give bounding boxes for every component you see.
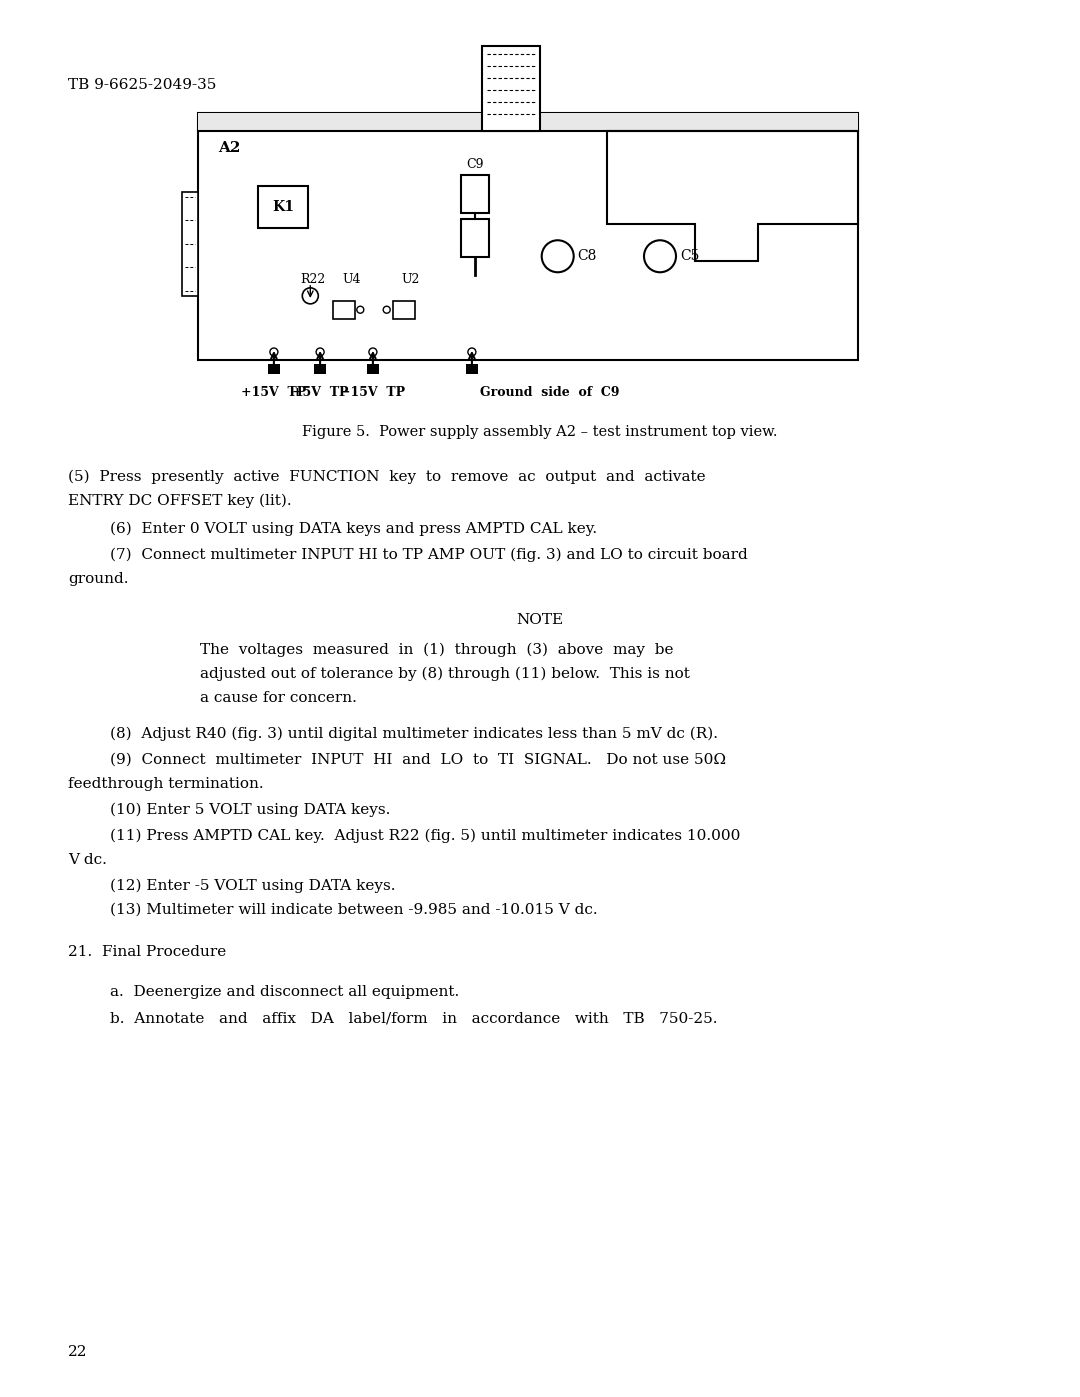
Text: The  voltages  measured  in  (1)  through  (3)  above  may  be: The voltages measured in (1) through (3)… bbox=[200, 643, 674, 658]
Text: C5: C5 bbox=[680, 249, 700, 263]
Circle shape bbox=[468, 348, 476, 356]
Circle shape bbox=[369, 348, 377, 356]
Text: ground.: ground. bbox=[68, 571, 129, 585]
Text: feedthrough termination.: feedthrough termination. bbox=[68, 777, 264, 791]
Circle shape bbox=[302, 288, 319, 303]
Text: V dc.: V dc. bbox=[68, 854, 107, 868]
Text: ENTRY DC OFFSET key (lit).: ENTRY DC OFFSET key (lit). bbox=[68, 495, 292, 509]
Text: K1: K1 bbox=[272, 200, 294, 214]
Circle shape bbox=[316, 348, 324, 356]
Text: 21.  Final Procedure: 21. Final Procedure bbox=[68, 944, 226, 958]
Text: A2: A2 bbox=[218, 141, 241, 155]
Bar bbox=[183, 191, 198, 296]
Text: NOTE: NOTE bbox=[516, 613, 564, 627]
Text: (9)  Connect  multimeter  INPUT  HI  and  LO  to  TI  SIGNAL.   Do not use 50Ω: (9) Connect multimeter INPUT HI and LO t… bbox=[110, 753, 726, 767]
Text: Figure 5.  Power supply assembly A2 – test instrument top view.: Figure 5. Power supply assembly A2 – tes… bbox=[302, 425, 778, 439]
Text: 22: 22 bbox=[68, 1345, 87, 1359]
Text: −15V  TP: −15V TP bbox=[340, 386, 405, 400]
Text: (11) Press AMPTD CAL key.  Adjust R22 (fig. 5) until multimeter indicates 10.000: (11) Press AMPTD CAL key. Adjust R22 (fi… bbox=[110, 828, 741, 844]
Text: (13) Multimeter will indicate between -9.985 and -10.015 V dc.: (13) Multimeter will indicate between -9… bbox=[110, 902, 597, 916]
Text: adjusted out of tolerance by (8) through (11) below.  This is not: adjusted out of tolerance by (8) through… bbox=[200, 666, 690, 682]
Text: U2: U2 bbox=[402, 272, 420, 286]
Bar bbox=[334, 300, 355, 319]
Text: (10) Enter 5 VOLT using DATA keys.: (10) Enter 5 VOLT using DATA keys. bbox=[110, 803, 390, 817]
Polygon shape bbox=[607, 131, 858, 261]
Bar bbox=[268, 365, 280, 374]
Text: a cause for concern.: a cause for concern. bbox=[200, 692, 356, 705]
Bar bbox=[393, 300, 415, 319]
Bar bbox=[482, 46, 540, 131]
Text: +15V  TP: +15V TP bbox=[241, 386, 307, 400]
Bar bbox=[314, 365, 326, 374]
Text: (5)  Press  presently  active  FUNCTION  key  to  remove  ac  output  and  activ: (5) Press presently active FUNCTION key … bbox=[68, 469, 705, 485]
Text: (8)  Adjust R40 (fig. 3) until digital multimeter indicates less than 5 mV dc (R: (8) Adjust R40 (fig. 3) until digital mu… bbox=[110, 726, 718, 742]
Circle shape bbox=[383, 306, 390, 313]
Text: C8: C8 bbox=[578, 249, 597, 263]
Circle shape bbox=[356, 306, 364, 313]
Text: R22: R22 bbox=[300, 272, 325, 286]
Bar bbox=[198, 113, 858, 131]
Text: b.  Annotate   and   affix   DA   label/form   in   accordance   with   TB   750: b. Annotate and affix DA label/form in a… bbox=[110, 1011, 717, 1025]
Text: (6)  Enter 0 VOLT using DATA keys and press AMPTD CAL key.: (6) Enter 0 VOLT using DATA keys and pre… bbox=[110, 522, 597, 536]
Text: C9: C9 bbox=[467, 158, 484, 170]
Bar bbox=[198, 113, 858, 360]
Bar bbox=[258, 186, 308, 228]
Bar bbox=[461, 175, 489, 212]
Text: (7)  Connect multimeter INPUT HI to TP AMP OUT (fig. 3) and LO to circuit board: (7) Connect multimeter INPUT HI to TP AM… bbox=[110, 548, 747, 563]
Circle shape bbox=[542, 240, 573, 272]
Circle shape bbox=[270, 348, 278, 356]
Text: a.  Deenergize and disconnect all equipment.: a. Deenergize and disconnect all equipme… bbox=[110, 985, 459, 999]
Text: Ground  side  of  C9: Ground side of C9 bbox=[480, 386, 620, 400]
Circle shape bbox=[644, 240, 676, 272]
Text: TB 9-6625-2049-35: TB 9-6625-2049-35 bbox=[68, 78, 216, 92]
Text: +5V  TP: +5V TP bbox=[292, 386, 349, 400]
Text: U4: U4 bbox=[342, 272, 361, 286]
Bar bbox=[465, 365, 477, 374]
Text: (12) Enter -5 VOLT using DATA keys.: (12) Enter -5 VOLT using DATA keys. bbox=[110, 879, 395, 894]
Bar bbox=[367, 365, 379, 374]
Bar bbox=[461, 219, 489, 257]
